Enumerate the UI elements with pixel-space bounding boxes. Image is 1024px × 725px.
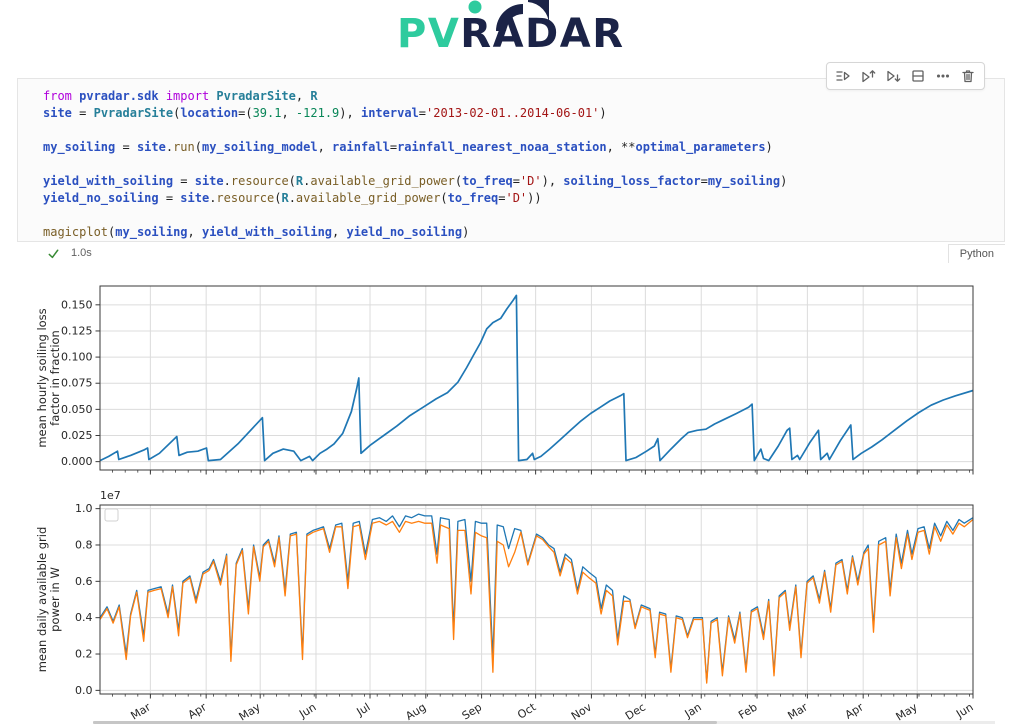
cell-status-bar: 1.0s Python <box>17 243 1005 263</box>
y-tick-label: 0.025 <box>61 429 93 442</box>
horizontal-scrollbar-thumb[interactable] <box>93 721 717 724</box>
execute-cells-icon <box>836 71 850 81</box>
x-tick-label: Jun <box>296 701 318 722</box>
axis-offset-label: 1e7 <box>100 489 121 502</box>
logo-text: PVRADAR <box>397 13 625 55</box>
x-tick-label: Mar <box>785 700 810 722</box>
x-tick-label: Sep <box>460 701 484 723</box>
x-tick-label: Jul <box>354 701 373 720</box>
series-my_soiling <box>99 294 974 462</box>
delete-cell-icon <box>962 70 974 83</box>
x-tick-label: Feb <box>736 701 759 722</box>
execute-above-button[interactable] <box>858 66 878 86</box>
code-line[interactable]: yield_with_soiling = site.resource(R.ava… <box>43 174 788 188</box>
code-line[interactable]: magicplot(my_soiling, yield_with_soiling… <box>43 225 470 239</box>
x-tick-label: Dec <box>623 701 648 723</box>
x-tick-label: Aug <box>403 701 428 723</box>
more-actions-icon <box>936 74 950 78</box>
y-axis-label: factor in fraction <box>48 330 62 426</box>
y-tick-label: 0.075 <box>61 377 93 390</box>
y-tick-label: 0.000 <box>61 455 93 468</box>
x-tick-label: Apr <box>843 700 866 721</box>
pvradar-logo: PVRADAR <box>397 0 627 60</box>
split-cell-icon <box>912 70 924 82</box>
execute-below-button[interactable] <box>883 66 903 86</box>
y-tick-label: 0.6 <box>75 575 93 588</box>
execute-above-icon <box>862 70 876 83</box>
y-tick-label: 0.0 <box>75 684 93 697</box>
y-tick-label: 0.150 <box>61 298 93 311</box>
execute-below-icon <box>887 70 901 82</box>
code-line[interactable]: from pvradar.sdk import PvradarSite, R <box>43 89 318 103</box>
delete-cell-button[interactable] <box>958 66 978 86</box>
magicplot-figure: 0.000 0.025 0.050 0.075 0.100 0.125 0.150 mean … <box>35 285 976 724</box>
code-editor[interactable]: from pvradar.sdk import PvradarSite, R si… <box>18 79 1004 241</box>
radar-icon <box>468 0 549 31</box>
y-tick-label: 0.125 <box>61 324 93 337</box>
y-axis-label: mean hourly soiling loss <box>35 308 49 447</box>
logo-radar: RADAR <box>460 11 625 57</box>
code-line[interactable]: my_soiling = site.run(my_soiling_model, … <box>43 140 773 154</box>
y-tick-label: 0.2 <box>75 648 93 661</box>
y-axis-label: power in W <box>48 567 62 632</box>
code-line[interactable]: yield_no_soiling = site.resource(R.avail… <box>43 191 542 205</box>
empty-legend-box <box>104 508 119 522</box>
code-line[interactable]: site = PvradarSite(location=(39.1, -121.… <box>43 106 607 120</box>
code-line[interactable] <box>43 207 1004 224</box>
more-actions-button[interactable] <box>933 66 953 86</box>
y-tick-label: 0.4 <box>75 611 93 624</box>
y-tick-label: 0.8 <box>75 538 93 551</box>
x-tick-label: Jan <box>682 701 704 722</box>
split-cell-button[interactable] <box>908 66 928 86</box>
execute-cells-button[interactable] <box>833 66 853 86</box>
execution-time: 1.0s <box>71 247 92 259</box>
x-tick-label: Jun <box>953 701 975 722</box>
y-axis-label: mean daily available grid <box>35 527 49 673</box>
code-cell: from pvradar.sdk import PvradarSite, R si… <box>17 78 1005 242</box>
code-line[interactable] <box>43 122 1004 139</box>
y-tick-label: 0.050 <box>61 403 93 416</box>
code-line[interactable] <box>43 156 1004 173</box>
logo-pv: PV <box>397 11 461 57</box>
y-tick-label: 1.0 <box>75 502 93 515</box>
output-figure: 0.000 0.025 0.050 0.075 0.100 0.125 0.150 mean … <box>30 272 995 724</box>
x-tick-label: Mar <box>128 700 153 722</box>
soiling-loss-chart: 0.000 0.025 0.050 0.075 0.100 0.125 0.150 mean … <box>35 285 974 475</box>
success-check-icon <box>47 247 60 260</box>
x-tick-label: Nov <box>569 700 595 723</box>
x-tick-label: Apr <box>186 700 209 721</box>
cell-toolbar <box>826 62 985 90</box>
series-yield_with_soiling <box>99 519 974 684</box>
y-tick-label: 0.100 <box>61 351 93 364</box>
x-tick-label: Oct <box>515 700 539 721</box>
language-selector[interactable]: Python <box>947 243 1005 263</box>
